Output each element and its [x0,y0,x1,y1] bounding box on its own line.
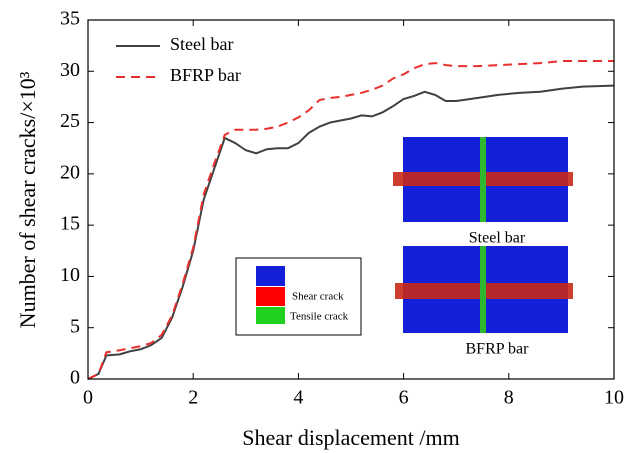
x-tick-label: 4 [293,387,303,409]
inset-label: Steel bar [469,230,526,247]
legend-label: BFRP bar [170,65,241,85]
y-tick-label: 0 [70,367,80,389]
y-tick-label: 15 [60,213,80,235]
y-tick-label: 20 [60,161,80,183]
x-axis-label: Shear displacement /mm [242,425,460,450]
x-tick-label: 0 [83,387,93,409]
inset-legend-label: Shear crack [292,291,344,303]
x-tick-label: 2 [188,387,198,409]
x-tick-label: 10 [604,387,624,409]
x-tick-label: 6 [399,387,409,409]
y-axis-label: Number of shear cracks/×10³ [15,71,40,328]
line-series [87,84,615,380]
inset-label: BFRP bar [466,341,530,358]
y-tick-label: 5 [70,315,80,337]
y-tick-label: 10 [60,264,80,286]
inset-steel-image [393,137,573,222]
legend-label: Steel bar [170,34,233,54]
x-tick-label: 8 [504,387,514,409]
y-tick-label: 35 [60,8,80,30]
line-series [87,60,614,380]
inset-legend-label: Tensile crack [290,311,349,323]
y-tick-label: 30 [60,59,80,81]
inset-legend [235,257,362,336]
y-tick-label: 25 [60,110,80,132]
inset-bfrp-image [395,246,573,333]
plot-frame [87,19,615,380]
